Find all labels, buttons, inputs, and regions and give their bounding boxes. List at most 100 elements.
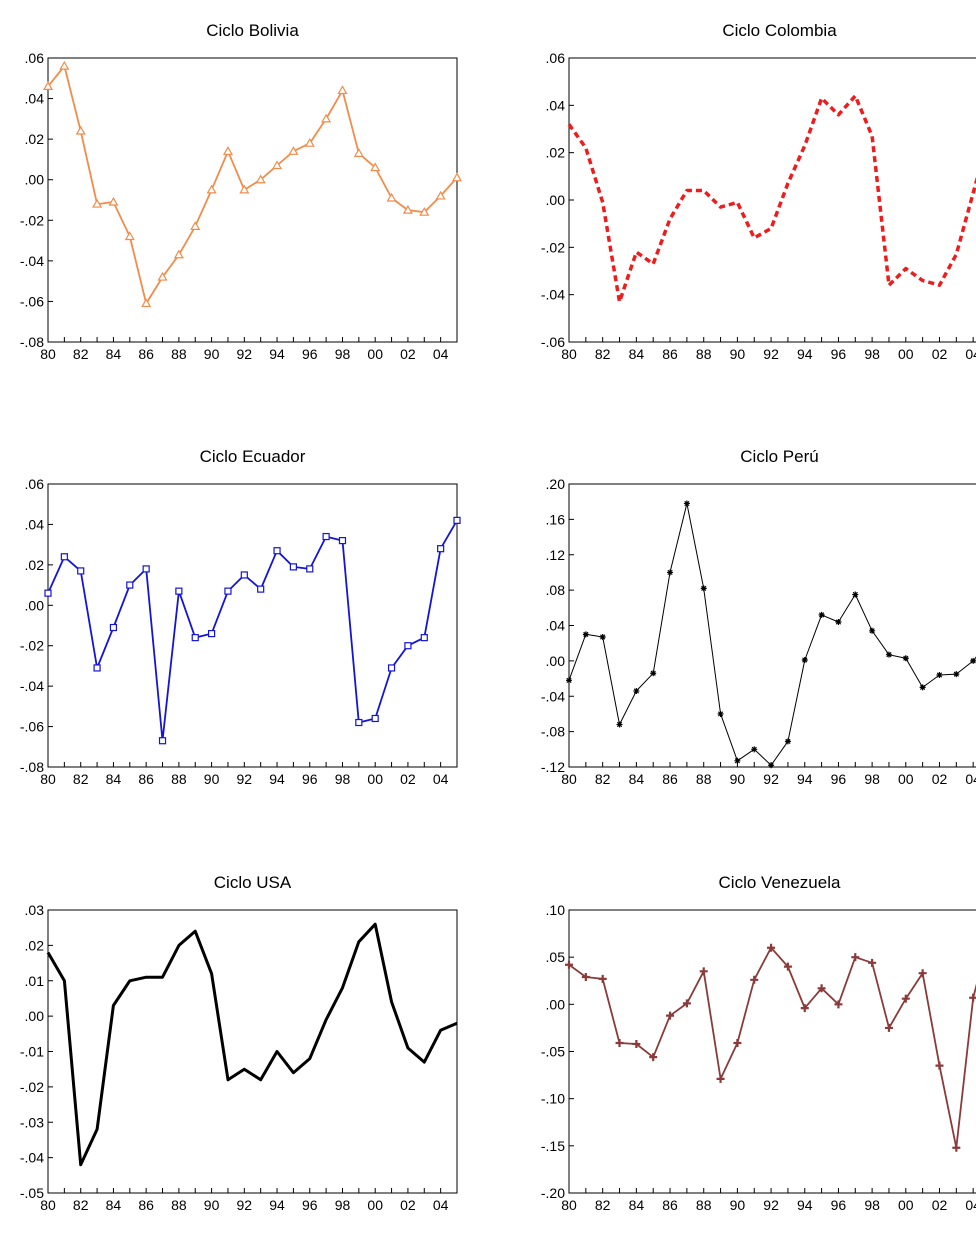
x-tick-label: 86 — [138, 771, 154, 787]
data-point — [255, 174, 266, 184]
x-tick-label: 90 — [730, 346, 746, 362]
x-tick-label: 82 — [595, 771, 611, 787]
y-tick-label: .05 — [546, 949, 566, 965]
x-tick-label: 04 — [433, 1197, 449, 1213]
x-tick-label: 90 — [730, 771, 746, 787]
x-tick-label: 00 — [898, 346, 914, 362]
y-tick-label: -.04 — [20, 1150, 44, 1166]
data-point — [387, 664, 396, 672]
plot-frame — [568, 57, 976, 343]
data-point — [734, 757, 741, 764]
data-point — [191, 634, 199, 642]
series-line — [46, 922, 458, 1167]
data-point — [420, 634, 428, 642]
x-tick-label: 92 — [237, 771, 253, 787]
x-tick-label: 04 — [965, 771, 976, 787]
y-tick-label: .04 — [25, 516, 45, 532]
chart-panel-1: Ciclo Colombia .06 .04 .02 .00 -.02 -.04 -.0680… — [541, 21, 976, 362]
x-tick-label: 00 — [367, 346, 383, 362]
x-tick-label: 94 — [269, 1197, 285, 1213]
x-tick-label: 00 — [898, 771, 914, 787]
data-point — [868, 958, 877, 967]
x-tick-label: 80 — [561, 346, 577, 362]
data-point — [716, 1074, 725, 1083]
x-tick-label: 90 — [204, 346, 220, 362]
x-tick-label: 98 — [864, 1197, 880, 1213]
y-tick-label: .20 — [546, 476, 566, 492]
data-point — [682, 999, 691, 1008]
series-line — [47, 519, 458, 742]
x-tick-label: 80 — [561, 1197, 577, 1213]
data-point — [901, 994, 910, 1003]
data-point — [108, 196, 119, 206]
data-point — [158, 737, 167, 745]
y-tick-label: .08 — [546, 582, 566, 598]
data-point — [582, 631, 589, 638]
y-tick-label: -.02 — [541, 239, 565, 255]
data-point — [919, 684, 926, 691]
data-point — [733, 1039, 742, 1048]
data-point — [322, 532, 330, 541]
y-tick-label: -.03 — [20, 1114, 44, 1130]
data-point — [419, 206, 430, 216]
y-tick-label: .06 — [546, 50, 566, 66]
data-point — [952, 1143, 961, 1152]
y-tick-label: -.08 — [20, 759, 44, 775]
x-tick-label: 94 — [797, 771, 813, 787]
y-tick-label: .02 — [25, 131, 45, 147]
data-point — [289, 563, 297, 571]
x-tick-label: 84 — [106, 1197, 122, 1213]
x-tick-label: 96 — [831, 771, 847, 787]
x-tick-label: 92 — [763, 346, 779, 362]
y-tick-label: .00 — [546, 192, 566, 208]
data-point — [784, 738, 791, 745]
data-point — [683, 500, 690, 507]
data-point — [936, 672, 943, 679]
data-point — [918, 969, 927, 978]
chart-title: Ciclo USA — [214, 873, 292, 892]
data-point — [751, 746, 758, 753]
plot-frame — [568, 483, 976, 768]
data-point — [304, 137, 315, 147]
data-point — [124, 231, 135, 241]
data-point — [272, 160, 283, 170]
data-point — [353, 148, 364, 157]
x-tick-label: 88 — [696, 771, 712, 787]
x-tick-label: 00 — [367, 771, 383, 787]
x-tick-label: 86 — [662, 346, 678, 362]
x-tick-label: 92 — [237, 346, 253, 362]
x-tick-label: 96 — [831, 346, 847, 362]
chart-panel-0: Ciclo Bolivia .06 .04 .02 .00 -.02 -.04 -.06 -.0… — [20, 21, 463, 362]
y-tick-label: -.02 — [20, 638, 44, 654]
data-point — [935, 1061, 944, 1070]
x-tick-label: 04 — [433, 346, 449, 362]
x-tick-label: 98 — [335, 771, 351, 787]
y-tick-label: .02 — [25, 557, 45, 573]
data-point — [884, 1023, 893, 1032]
x-tick-label: 94 — [269, 771, 285, 787]
x-tick-label: 02 — [400, 1197, 416, 1213]
x-tick-label: 82 — [73, 346, 89, 362]
chart-title: Ciclo Venezuela — [719, 873, 841, 892]
y-tick-label: .06 — [25, 50, 45, 66]
data-point — [598, 974, 607, 983]
x-tick-label: 84 — [106, 771, 122, 787]
x-tick-label: 82 — [73, 1197, 89, 1213]
x-tick-label: 94 — [797, 346, 813, 362]
data-point — [208, 629, 216, 638]
data-point — [835, 618, 842, 625]
data-point — [667, 569, 674, 576]
data-point — [818, 611, 825, 618]
data-point — [175, 587, 183, 595]
data-point — [44, 589, 52, 597]
data-point — [59, 60, 70, 70]
x-tick-label: 90 — [204, 771, 220, 787]
y-tick-label: .12 — [546, 547, 566, 563]
x-tick-label: 94 — [269, 346, 285, 362]
y-tick-label: -.04 — [20, 253, 44, 269]
data-point — [581, 972, 590, 981]
data-point — [371, 714, 379, 723]
data-point — [77, 567, 85, 575]
data-point — [222, 146, 233, 155]
data-point — [141, 298, 152, 308]
